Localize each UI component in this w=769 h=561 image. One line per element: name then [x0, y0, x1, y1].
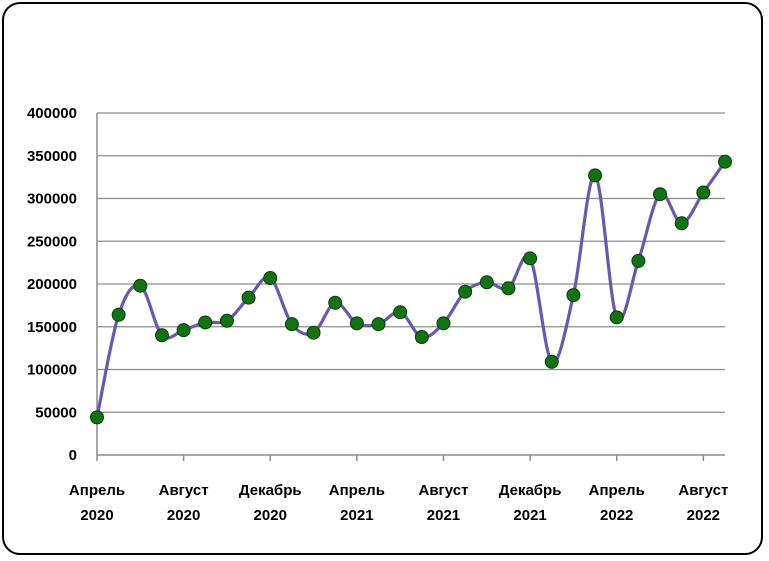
x-tick-label-month: Апрель — [329, 482, 385, 499]
data-point-сентябрь-2022 — [718, 154, 732, 169]
data-point-ноябрь-2020 — [241, 290, 256, 305]
x-tick-label-month: Декабрь — [499, 482, 562, 499]
data-point-декабрь-2021 — [523, 251, 538, 266]
series-line — [95, 160, 727, 418]
x-tick-label-year: 2020 — [254, 507, 287, 524]
data-point-июль-2020 — [154, 328, 169, 343]
x-tick-label-year: 2022 — [687, 507, 720, 524]
x-tick-label-year: 2020 — [167, 507, 200, 524]
y-tick-label: 50000 — [35, 404, 77, 421]
data-point-ноябрь-2021 — [501, 281, 516, 296]
data-point-январь-2021 — [284, 317, 299, 332]
data-point-февраль-2022 — [566, 288, 581, 303]
y-tick-label: 300000 — [27, 191, 77, 208]
x-tick-label-month: Август — [678, 482, 728, 499]
x-axis-tick-labels: Апрель 2020 Август 2020 Декабрь 2020 Апрель 202… — [69, 482, 728, 524]
x-tick-label-year: 2020 — [80, 507, 113, 524]
data-point-сентябрь-2020 — [198, 315, 213, 330]
y-tick-label: 0 — [69, 447, 77, 464]
data-point-май-2020 — [111, 307, 126, 322]
data-point-октябрь-2020 — [219, 313, 234, 328]
data-point-сентябрь-2021 — [458, 284, 473, 299]
y-tick-label: 350000 — [27, 148, 77, 165]
data-point-март-2021 — [328, 295, 343, 310]
data-point-март-2022 — [588, 168, 603, 183]
y-tick-label: 150000 — [27, 319, 77, 336]
x-tick-label-year: 2022 — [600, 507, 633, 524]
data-point-markers — [90, 154, 732, 425]
y-tick-label: 100000 — [27, 362, 77, 379]
axes — [96, 113, 725, 461]
data-point-июнь-2021 — [393, 305, 408, 320]
data-point-июль-2022 — [674, 216, 689, 231]
series-line-layer — [95, 160, 727, 418]
y-tick-label: 250000 — [27, 233, 77, 250]
y-tick-label: 200000 — [27, 276, 77, 293]
x-tick-label-month: Декабрь — [239, 482, 302, 499]
y-tick-label: 400000 — [27, 105, 77, 122]
x-tick-label-month: Август — [418, 482, 468, 499]
data-point-апрель-2022 — [609, 310, 624, 325]
data-point-май-2022 — [631, 253, 646, 268]
data-point-август-2020 — [176, 323, 191, 338]
data-point-декабрь-2020 — [263, 271, 278, 286]
y-axis-tick-labels: 0 50000 100000 150000 200000 250000 300000 3500… — [27, 105, 77, 464]
data-point-май-2021 — [371, 317, 386, 332]
data-point-август-2021 — [436, 316, 451, 331]
data-point-август-2022 — [696, 185, 711, 200]
x-tick-label-year: 2021 — [427, 507, 460, 524]
data-point-апрель-2021 — [349, 316, 364, 331]
x-tick-label-year: 2021 — [340, 507, 373, 524]
x-tick-label-month: Август — [159, 482, 209, 499]
x-tick-label-month: Апрель — [589, 482, 645, 499]
x-tick-label-month: Апрель — [69, 482, 125, 499]
data-point-июль-2021 — [414, 330, 429, 345]
chart-frame — [2, 2, 763, 555]
gridlines — [97, 112, 725, 413]
data-point-октябрь-2021 — [479, 275, 494, 290]
data-point-январь-2022 — [544, 354, 559, 369]
data-point-июнь-2022 — [653, 187, 668, 202]
x-tick-label-year: 2021 — [513, 507, 546, 524]
data-point-июнь-2020 — [133, 278, 148, 293]
data-point-февраль-2021 — [306, 325, 321, 340]
data-point-апрель-2020 — [90, 410, 104, 425]
